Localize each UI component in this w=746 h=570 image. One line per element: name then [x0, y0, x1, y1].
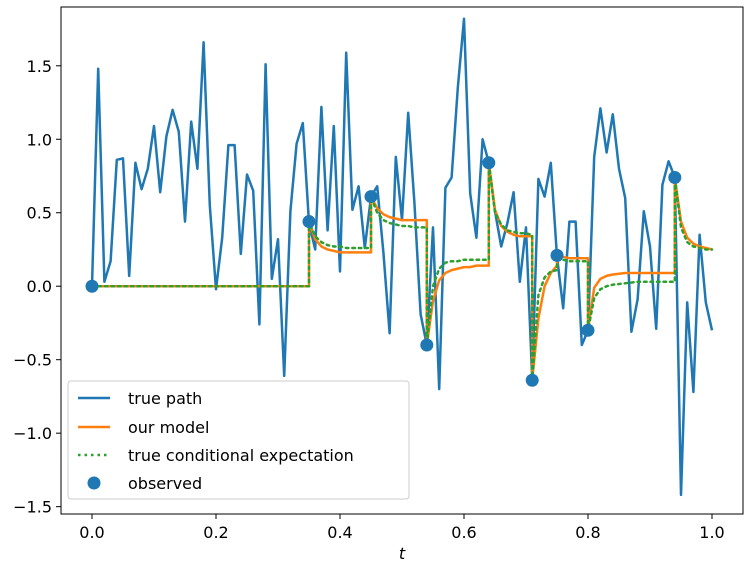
- observed-point: [525, 373, 539, 387]
- y-axis: −1.5 −1.0 −0.5 0.0 0.5 1.0 1.5: [13, 57, 61, 517]
- x-tick-label: 0.6: [451, 523, 476, 542]
- x-tick-label: 1.0: [699, 523, 724, 542]
- observed-point: [668, 170, 682, 184]
- observed-point: [581, 323, 595, 337]
- observed-point: [550, 248, 564, 262]
- legend-label-observed: observed: [128, 474, 202, 493]
- x-tick-label: 0.8: [575, 523, 600, 542]
- y-tick-label: 0.0: [27, 277, 52, 296]
- legend-label-true-conditional-expectation: true conditional expectation: [128, 446, 354, 465]
- y-tick-label: −1.5: [13, 498, 52, 517]
- legend-label-our-model: our model: [128, 418, 209, 437]
- y-tick-label: 1.5: [27, 57, 52, 76]
- observed-point: [364, 190, 378, 204]
- x-axis-title: t: [399, 544, 406, 563]
- x-tick-label: 0.0: [79, 523, 104, 542]
- x-axis: 0.0 0.2 0.4 0.6 0.8 1.0: [79, 514, 725, 542]
- true-conditional-expectation-line: [90, 161, 714, 382]
- x-tick-label: 0.2: [203, 523, 228, 542]
- observed-point: [85, 279, 99, 293]
- legend-swatch-observed: [87, 476, 101, 490]
- axes-frame: [60, 6, 744, 515]
- observed-point: [302, 215, 316, 229]
- legend: true path our model true conditional exp…: [67, 380, 410, 500]
- legend-label-true-path: true path: [128, 389, 202, 408]
- x-tick-label: 0.4: [327, 523, 352, 542]
- y-tick-label: −1.0: [13, 424, 52, 443]
- y-tick-label: 1.0: [27, 130, 52, 149]
- observed-point: [420, 338, 434, 352]
- y-tick-label: −0.5: [13, 351, 52, 370]
- plot-area: [85, 17, 714, 497]
- legend-frame: [67, 380, 410, 500]
- observed-point: [482, 156, 496, 170]
- y-tick-label: 0.5: [27, 204, 52, 223]
